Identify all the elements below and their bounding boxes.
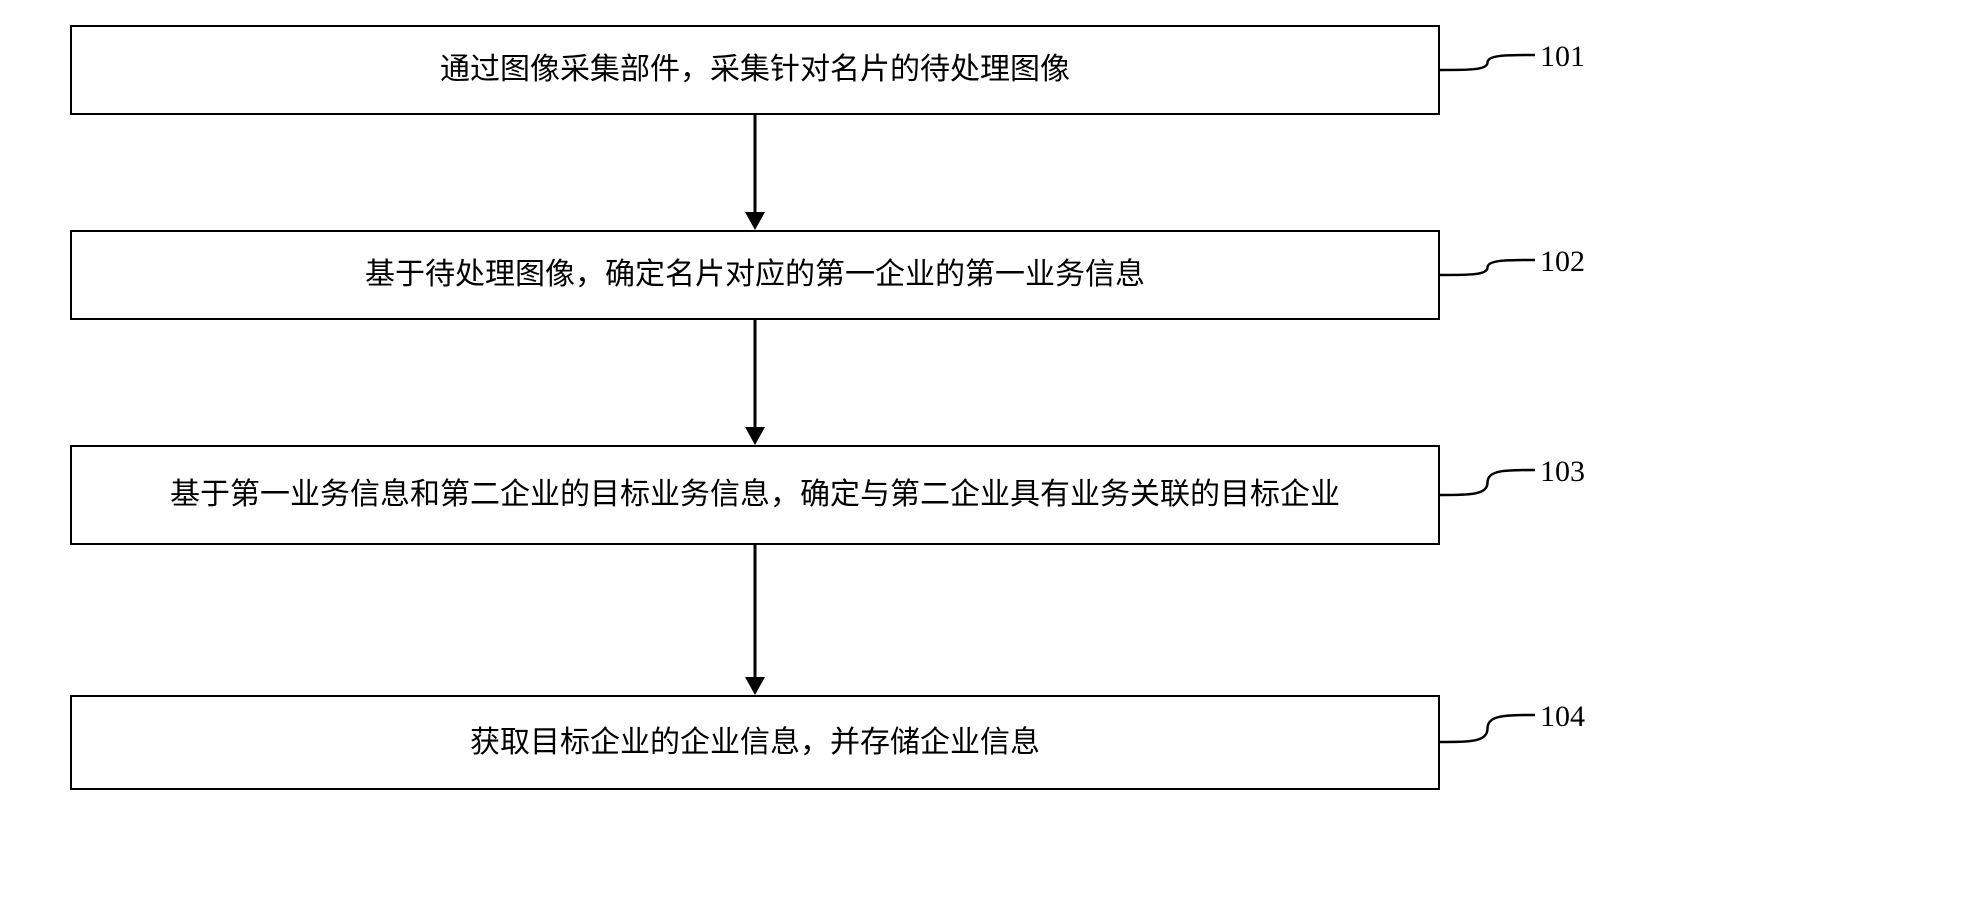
step-box-1: 通过图像采集部件，采集针对名片的待处理图像 <box>70 25 1440 115</box>
step-label-3: 103 <box>1540 455 1585 489</box>
step-text-1: 通过图像采集部件，采集针对名片的待处理图像 <box>440 49 1070 91</box>
flowchart-container: 通过图像采集部件，采集针对名片的待处理图像 基于待处理图像，确定名片对应的第一企… <box>0 0 1980 904</box>
step-label-4: 104 <box>1540 700 1585 734</box>
step-text-4: 获取目标企业的企业信息，并存储企业信息 <box>470 722 1040 764</box>
step-label-1: 101 <box>1540 40 1585 74</box>
step-text-3: 基于第一业务信息和第二企业的目标业务信息，确定与第二企业具有业务关联的目标企业 <box>170 474 1340 516</box>
step-box-3: 基于第一业务信息和第二企业的目标业务信息，确定与第二企业具有业务关联的目标企业 <box>70 445 1440 545</box>
step-label-2: 102 <box>1540 245 1585 279</box>
step-text-2: 基于待处理图像，确定名片对应的第一企业的第一业务信息 <box>365 254 1145 296</box>
step-box-4: 获取目标企业的企业信息，并存储企业信息 <box>70 695 1440 790</box>
step-box-2: 基于待处理图像，确定名片对应的第一企业的第一业务信息 <box>70 230 1440 320</box>
